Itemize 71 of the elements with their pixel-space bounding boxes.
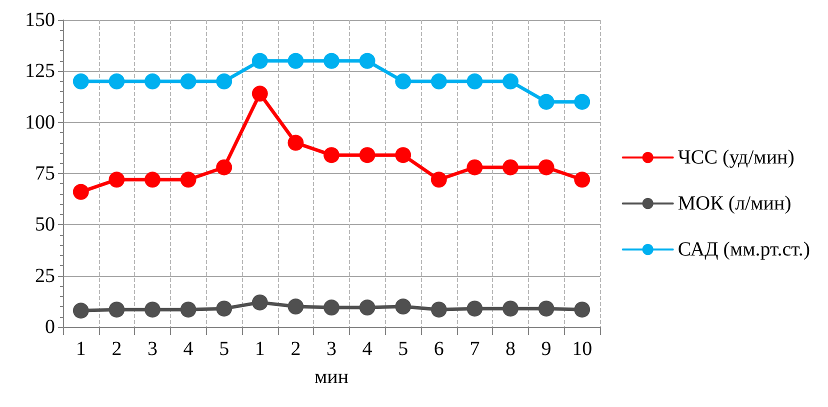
point [430,172,447,188]
y-tick-label: 75 [35,162,55,184]
legend-label: САД (мм.рт.ст.) [678,238,810,260]
x-tick-label: 9 [541,338,552,360]
point [72,302,89,319]
point [574,172,590,188]
point [359,147,376,164]
point [430,73,447,90]
x-tick-label: 5 [398,338,408,360]
point [395,147,412,164]
point [324,300,340,316]
x-tick-label: 7 [470,338,480,360]
point [72,73,89,90]
point [466,300,483,317]
y-tick-label: 100 [25,111,55,134]
point [574,94,590,110]
point [359,300,376,316]
y-tick-label: 150 [25,9,55,31]
x-tick-label: 2 [112,338,122,360]
point [466,159,483,176]
point [324,147,340,164]
x-tick-label: 2 [290,338,301,360]
x-tick-label: 1 [76,338,86,360]
x-tick-label: 8 [506,338,516,360]
point [395,73,412,90]
legend-label: ЧСС (уд/мин) [678,146,794,168]
point [502,73,518,90]
x-tick-label: 5 [219,338,230,360]
y-tick-label: 125 [25,60,55,82]
point [180,302,196,318]
point [108,302,125,318]
point [108,172,125,188]
point [108,73,125,90]
x-tick-label: 4 [362,338,372,360]
y-tick-label: 0 [45,316,55,338]
x-tick-label: 4 [183,338,194,360]
point [216,73,232,90]
point [359,52,376,69]
point [502,159,518,176]
x-tick-label: 10 [572,338,592,360]
point [395,298,412,315]
point [144,73,160,90]
point [216,300,232,317]
point [252,86,268,102]
point [538,300,554,317]
point [144,302,160,318]
point [288,52,304,69]
x-tick-label: 3 [326,338,336,360]
point [288,298,304,315]
x-tick-label: 1 [254,338,265,360]
point [430,302,447,318]
point [538,159,554,176]
point [144,172,160,188]
point [324,52,340,69]
point [252,52,268,69]
point [72,184,89,200]
point [538,94,554,110]
point [180,172,196,188]
legend-label: МОК (л/мин) [678,192,792,214]
point [502,300,518,317]
point [180,73,196,90]
point [574,302,590,318]
point [466,73,483,90]
y-tick-label: 50 [35,214,55,236]
x-tick-label: 3 [148,338,158,360]
point [288,134,304,151]
y-tick-label: 25 [35,264,55,287]
x-tick-label: 6 [434,338,444,360]
point [216,159,232,176]
x-axis-title: мин [314,366,349,388]
point [252,294,268,310]
